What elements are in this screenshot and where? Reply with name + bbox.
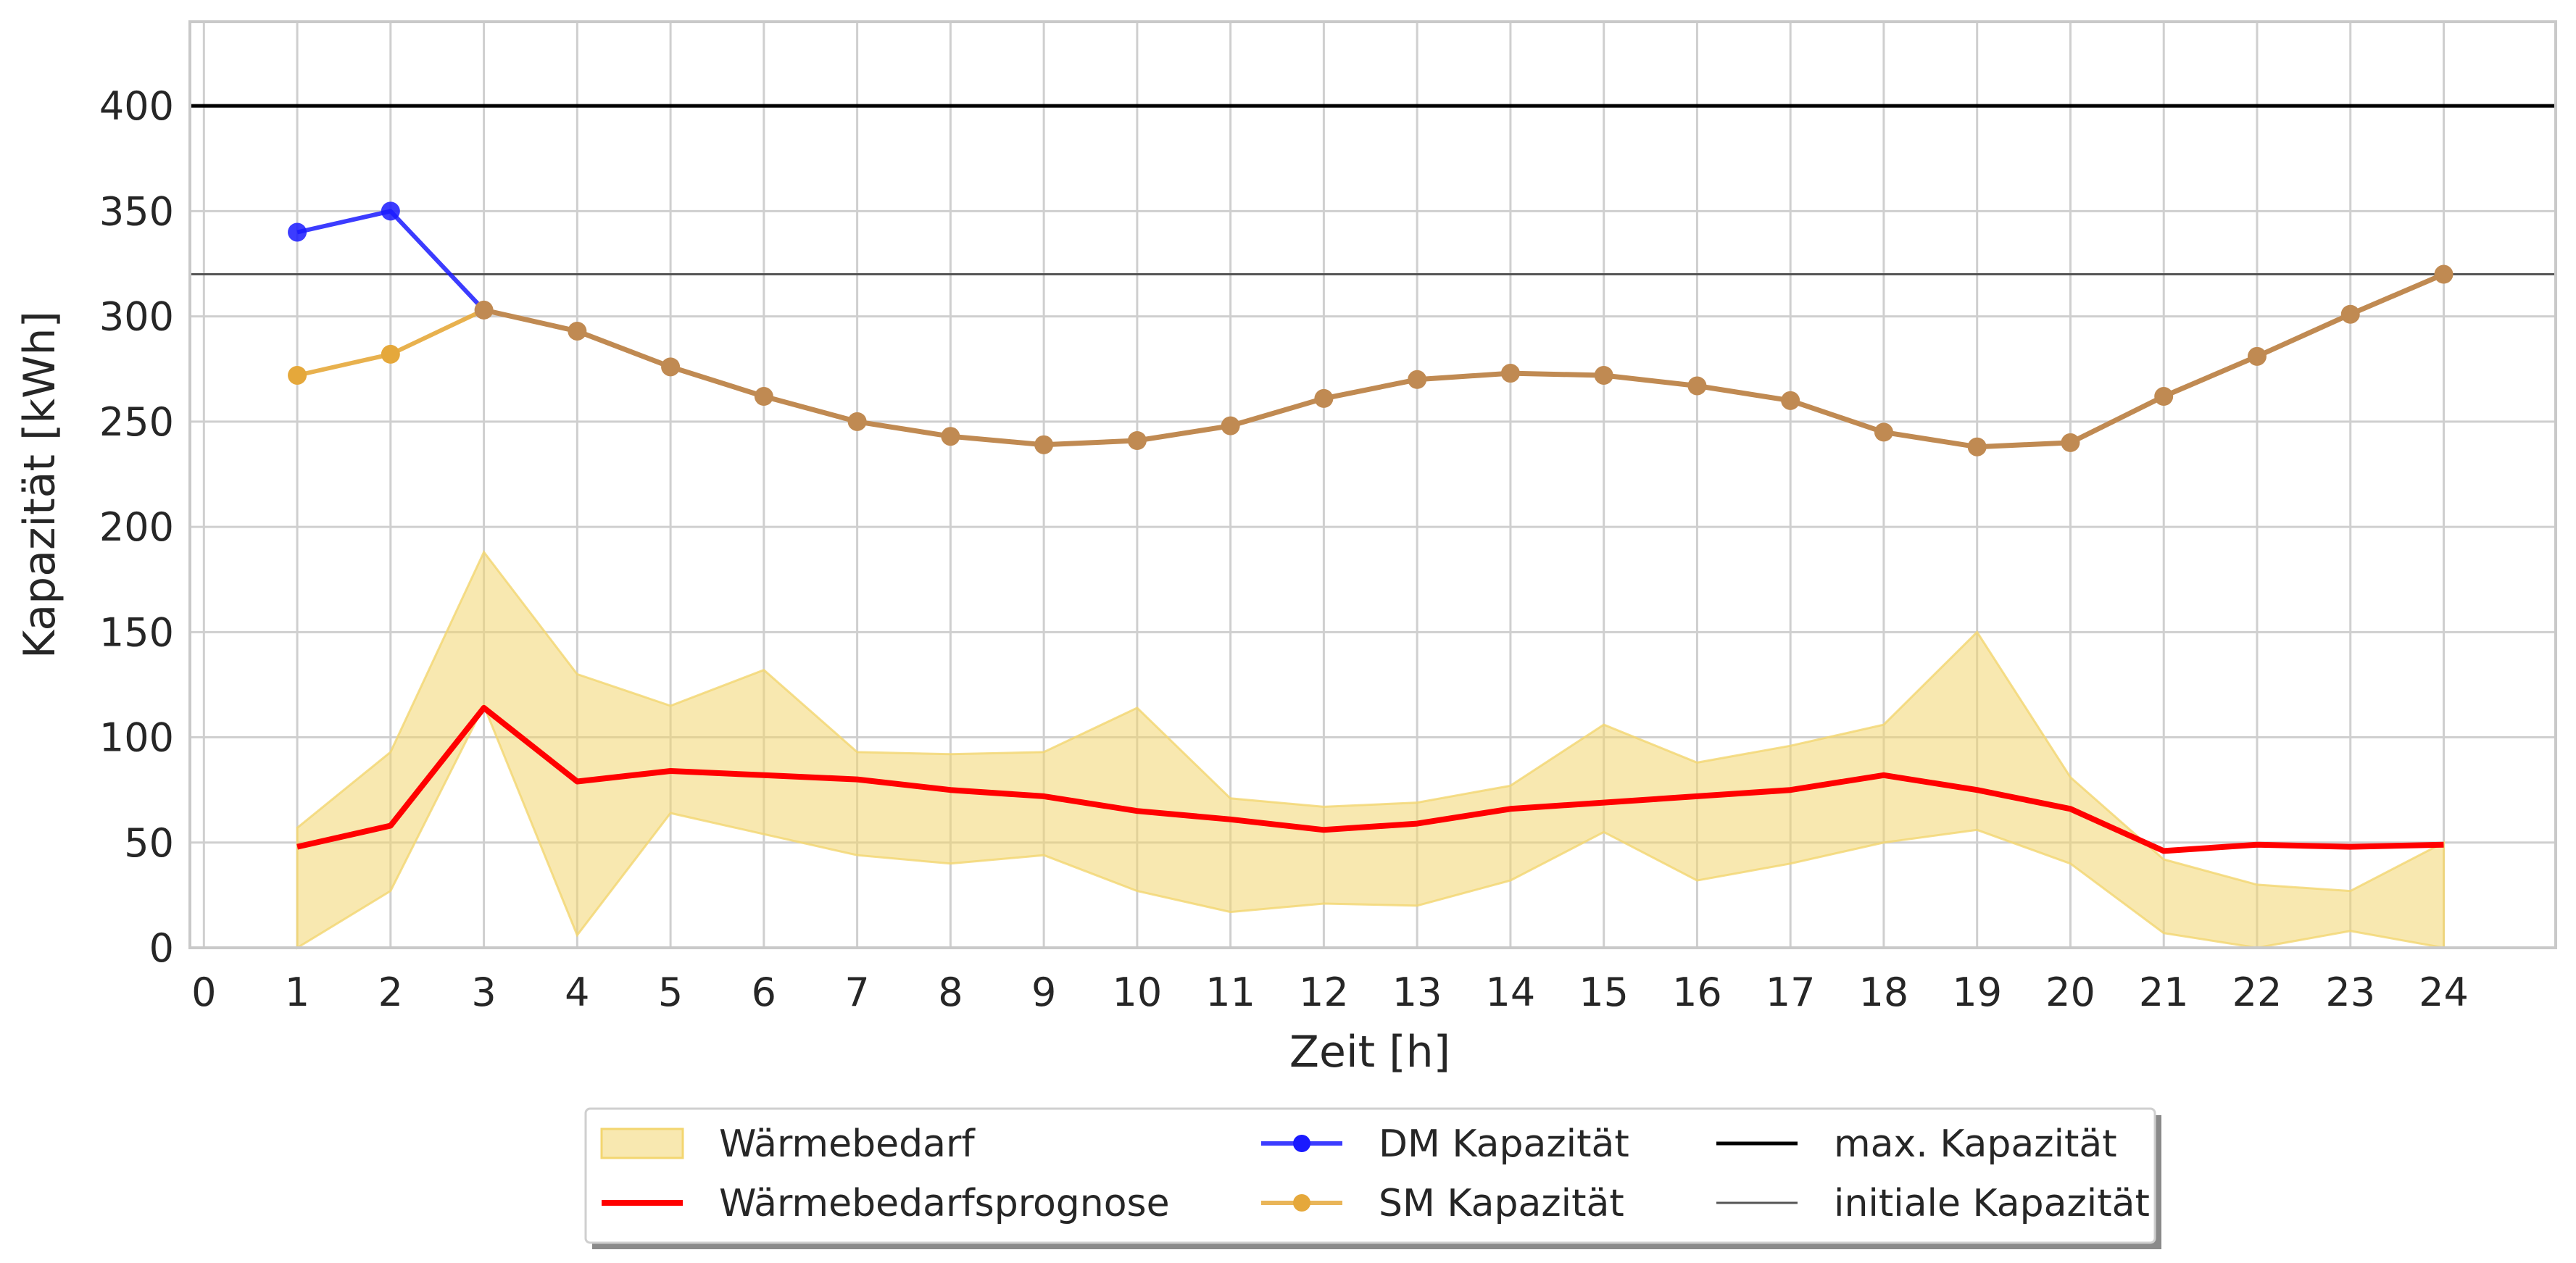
- x-tick-label: 23: [2325, 970, 2375, 1015]
- y-tick-label: 0: [149, 925, 174, 971]
- x-tick-label: 20: [2045, 970, 2095, 1015]
- dm-sm-overlap-point: [568, 321, 587, 341]
- legend-marker-dm-kapazitaet: [1293, 1135, 1310, 1152]
- sm-kapazitaet-point: [381, 344, 400, 364]
- legend-label-sm-kapazitaet: SM Kapazität: [1379, 1182, 1624, 1225]
- x-tick-label: 21: [2139, 970, 2189, 1015]
- x-tick-label: 15: [1579, 970, 1629, 1015]
- x-tick-label: 10: [1113, 970, 1163, 1015]
- y-axis-label: Kapazität [kWh]: [14, 311, 65, 659]
- dm-sm-overlap-point: [1127, 431, 1147, 451]
- y-tick-label: 50: [124, 820, 174, 866]
- legend-label-waermebedarf: Wärmebedarf: [719, 1122, 976, 1166]
- dm-sm-overlap-point: [1687, 376, 1707, 396]
- dm-sm-overlap-point: [1221, 416, 1240, 435]
- sm-kapazitaet-point: [288, 365, 307, 385]
- dm-sm-overlap-point: [1967, 437, 1987, 457]
- dm-sm-overlap-point: [1594, 365, 1613, 385]
- legend-label-waermebedarfsprognose: Wärmebedarfsprognose: [719, 1182, 1170, 1225]
- x-tick-label: 17: [1766, 970, 1816, 1015]
- x-tick-label: 5: [658, 970, 683, 1015]
- y-tick-label: 300: [99, 294, 174, 340]
- dm-kapazitaet-point: [381, 201, 400, 221]
- waermebedarf-band: [296, 550, 2445, 950]
- reference-lines: [190, 104, 2556, 276]
- legend-swatch-waermebedarf: [600, 1127, 684, 1159]
- waermebedarf-area: [296, 550, 2445, 950]
- dm-sm-overlap-point: [2154, 387, 2174, 407]
- waermebedarfsprognose-line: [296, 704, 2444, 854]
- x-tick-label: 3: [471, 970, 496, 1015]
- x-tick-label: 0: [191, 970, 216, 1015]
- tick-labels: 0 1 2 3 4 5 6 7 8 9 10 11 12 13 14 15 16 17 18 19 20 21 22 23 24…: [99, 83, 2469, 1015]
- dm-sm-overlap-point: [2061, 433, 2080, 452]
- x-tick-label: 24: [2419, 970, 2469, 1015]
- x-tick-label: 14: [1486, 970, 1536, 1015]
- x-tick-label: 8: [938, 970, 963, 1015]
- dm-sm-overlap-point: [754, 387, 773, 407]
- plot-frame: [188, 20, 2557, 949]
- x-axis-label: Zeit [h]: [1289, 1027, 1450, 1077]
- series: [288, 201, 2454, 854]
- x-tick-label: 16: [1672, 970, 1722, 1015]
- dm-sm-overlap-point: [2434, 264, 2454, 284]
- dm-sm-overlap-point: [1314, 388, 1334, 408]
- legend: Wärmebedarf Wärmebedarfsprognose DM Kapazi…: [584, 1107, 2161, 1249]
- y-tick-label: 400: [99, 83, 174, 129]
- dm-sm-overlap-point: [474, 300, 494, 320]
- y-tick-label: 250: [99, 399, 174, 445]
- x-tick-label: 9: [1031, 970, 1056, 1015]
- x-tick-label: 11: [1205, 970, 1255, 1015]
- x-tick-label: 22: [2232, 970, 2282, 1015]
- dm-sm-overlap-point: [941, 427, 960, 446]
- y-tick-label: 100: [99, 715, 174, 761]
- x-tick-label: 4: [565, 970, 589, 1015]
- dm-sm-overlap-point: [1034, 435, 1054, 454]
- legend-label-max-kapazitaet: max. Kapazität: [1834, 1122, 2117, 1166]
- x-tick-label: 6: [752, 970, 776, 1015]
- x-tick-label: 2: [378, 970, 403, 1015]
- grid: [190, 22, 2556, 949]
- x-tick-label: 19: [1952, 970, 2002, 1015]
- dm-sm-overlap-point: [847, 412, 867, 431]
- x-tick-label: 1: [285, 970, 309, 1015]
- dm-sm-overlap-line: [483, 272, 2445, 450]
- dm-sm-overlap-point: [1874, 422, 1893, 442]
- dm-sm-overlap-point: [1781, 391, 1800, 410]
- dm-sm-overlap-point: [2247, 346, 2267, 366]
- x-tick-label: 13: [1392, 970, 1442, 1015]
- legend-label-initiale-kapazitaet: initiale Kapazität: [1834, 1182, 2150, 1225]
- dm-sm-overlap-point: [2340, 304, 2360, 324]
- y-tick-label: 150: [99, 609, 174, 655]
- legend-label-dm-kapazitaet: DM Kapazität: [1379, 1122, 1629, 1166]
- x-tick-label: 12: [1299, 970, 1349, 1015]
- dm-sm-overlap-point: [661, 357, 681, 377]
- x-tick-label: 7: [844, 970, 869, 1015]
- dm-sm-overlap-point: [1500, 364, 1520, 383]
- dm-sm-overlap-point: [1408, 370, 1427, 389]
- y-tick-label: 200: [99, 504, 174, 550]
- dm-kapazitaet-point: [288, 222, 307, 242]
- legend-marker-sm-kapazitaet: [1293, 1194, 1310, 1212]
- y-tick-label: 350: [99, 188, 174, 234]
- x-tick-label: 18: [1859, 970, 1909, 1015]
